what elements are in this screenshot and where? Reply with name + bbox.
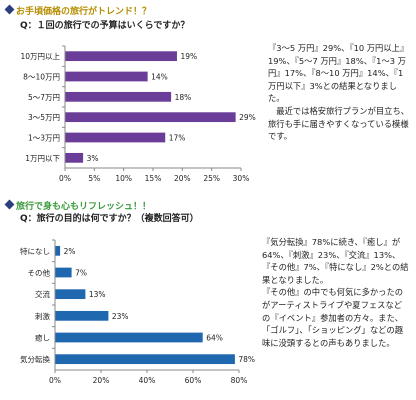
purpose-category-label: 刺激 [35, 311, 50, 321]
purpose-bar [55, 267, 72, 278]
budget-data-label: 17% [169, 134, 186, 143]
purpose-x-tick-label: 60% [185, 376, 202, 385]
budget-x-tick-label: 5% [88, 174, 100, 183]
section2-summary: 『気分転換』78%に続き、『癒し』が 64%、『刺激』23%、『交流』13%、『… [262, 236, 410, 349]
budget-x-tick-label: 0% [59, 174, 71, 183]
budget-category-label: 5～7万円 [28, 93, 60, 102]
budget-category-label: 1万円以下 [25, 154, 60, 163]
purpose-data-label: 78% [238, 355, 255, 364]
section2-question: Q：旅行の目的は何ですか？（複数回答可） [20, 214, 199, 224]
budget-bar [65, 91, 172, 102]
purpose-bar-chart: 0% 20% 40% 60% 80% 特になし 2% その他 7% 交流 13% 刺激 23% 癒し 64%… [20, 239, 255, 385]
purpose-category-label: その他 [28, 268, 51, 278]
purpose-data-label: 13% [89, 290, 106, 299]
section2-summary-text: 『気分転換』78%に続き、『癒し』が 64%、『刺激』23%、『交流』13%、『… [262, 237, 409, 348]
budget-bar [65, 152, 84, 163]
section1-summary: 『3～5 万円』29%、『10 万円以上』19%、『5～7 万円』18%、『1～… [268, 42, 410, 143]
purpose-bar [55, 245, 61, 256]
purpose-data-label: 2% [64, 247, 76, 256]
purpose-x-tick-label: 20% [93, 376, 110, 385]
purpose-category-label: 癒し [35, 333, 50, 343]
budget-bar-chart: 0% 5% 10% 15% 20% 25% 30% 10万円以上 19% 8～10万円 14% 5～7… [20, 45, 256, 183]
purpose-bar [55, 310, 109, 321]
budget-x-tick-label: 15% [145, 174, 162, 183]
budget-bar [65, 71, 148, 82]
budget-category-label: 1～3万円 [28, 134, 60, 143]
section1-heading: お手頃価格の旅行がトレンド！？ [4, 4, 152, 17]
budget-x-tick-label: 25% [203, 174, 220, 183]
budget-data-label: 29% [239, 113, 256, 122]
section1-summary-text: 『3～5 万円』29%、『10 万円以上』19%、『5～7 万円』18%、『1～… [268, 43, 410, 142]
budget-category-label: 3～5万円 [28, 113, 60, 122]
budget-data-label: 19% [180, 52, 197, 61]
diamond-bullet-icon [4, 4, 15, 15]
budget-x-tick-label: 20% [174, 174, 191, 183]
budget-category-label: 8～10万円 [23, 73, 60, 82]
section1-heading-text: お手頃価格の旅行がトレンド！？ [16, 7, 152, 17]
purpose-x-tick-label: 40% [139, 376, 156, 385]
budget-data-label: 14% [151, 73, 168, 82]
purpose-data-label: 64% [206, 334, 223, 343]
purpose-category-label: 気分転換 [20, 354, 50, 364]
purpose-data-label: 7% [75, 269, 87, 278]
section2-heading-text: 旅行で身も心もリフレッシュ！！ [16, 202, 152, 212]
budget-x-tick-label: 30% [233, 174, 250, 183]
purpose-bar [55, 354, 235, 365]
budget-bar [65, 132, 166, 143]
purpose-bar [55, 289, 86, 300]
section2-heading: 旅行で身も心もリフレッシュ！！ [4, 199, 152, 212]
budget-data-label: 3% [87, 154, 99, 163]
diamond-bullet-icon [4, 199, 15, 210]
budget-x-tick-label: 10% [115, 174, 132, 183]
purpose-x-tick-label: 80% [231, 376, 248, 385]
budget-bar [65, 112, 236, 123]
purpose-data-label: 23% [112, 312, 129, 321]
budget-bar [65, 51, 177, 62]
purpose-category-label: 特になし [20, 246, 50, 256]
budget-category-label: 10万円以上 [20, 52, 60, 61]
purpose-x-tick-label: 0% [49, 376, 61, 385]
purpose-bar [55, 332, 203, 343]
purpose-category-label: 交流 [35, 289, 50, 299]
budget-data-label: 18% [175, 93, 192, 102]
section1-question: Q：１回の旅行での予算はいくらですか？ [20, 21, 190, 31]
